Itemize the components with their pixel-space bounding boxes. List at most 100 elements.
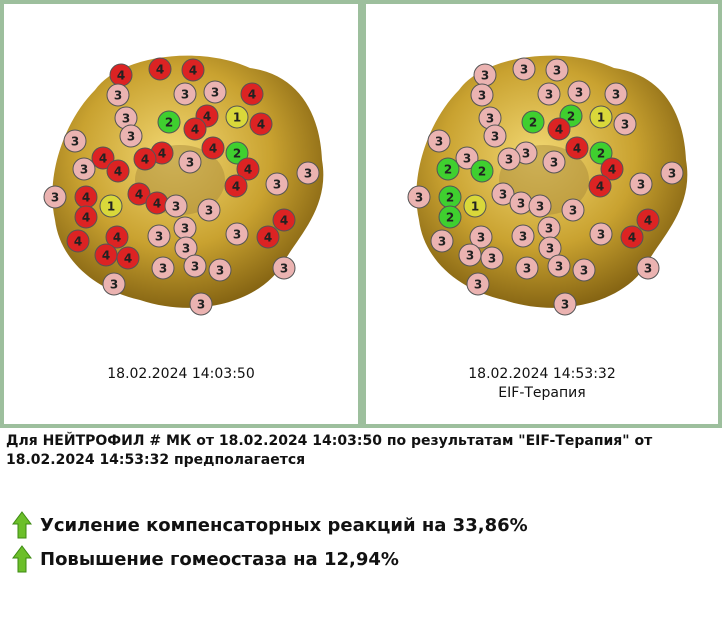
marker-value: 3 xyxy=(580,264,588,278)
marker-value: 3 xyxy=(575,86,583,100)
marker-value: 4 xyxy=(596,180,604,194)
marker xyxy=(106,83,130,107)
marker-value: 4 xyxy=(248,88,256,102)
marker xyxy=(604,82,628,106)
marker xyxy=(183,117,207,141)
marker xyxy=(296,161,320,185)
arrow-up xyxy=(12,511,32,539)
marker xyxy=(407,185,431,209)
marker-value: 3 xyxy=(478,89,486,103)
result-text: Усиление компенсаторных реакций на 33,86… xyxy=(40,514,528,536)
marker xyxy=(102,272,126,296)
marker-value: 4 xyxy=(209,142,217,156)
marker xyxy=(438,205,462,229)
marker xyxy=(511,224,535,248)
marker xyxy=(629,172,653,196)
marker-value: 4 xyxy=(264,231,272,245)
marker-value: 3 xyxy=(523,262,531,276)
marker-value: 3 xyxy=(273,178,281,192)
marker-value: 2 xyxy=(529,116,537,130)
marker xyxy=(660,161,684,185)
marker xyxy=(480,246,504,270)
marker-value: 3 xyxy=(80,163,88,177)
marker-value: 4 xyxy=(191,123,199,137)
marker-value: 3 xyxy=(280,262,288,276)
marker-value: 3 xyxy=(612,88,620,102)
marker-value: 4 xyxy=(573,142,581,156)
marker xyxy=(148,57,172,81)
marker-value: 4 xyxy=(244,163,252,177)
timestamp: 18.02.2024 14:53:32 xyxy=(468,366,616,382)
marker-value: 3 xyxy=(491,130,499,144)
marker xyxy=(225,222,249,246)
marker-value: 3 xyxy=(555,260,563,274)
marker xyxy=(74,205,98,229)
timestamp: 18.02.2024 14:03:50 xyxy=(107,366,255,382)
marker xyxy=(91,146,115,170)
marker-value: 2 xyxy=(165,116,173,130)
marker xyxy=(537,82,561,106)
marker-value: 3 xyxy=(304,167,312,181)
marker xyxy=(66,229,90,253)
marker-value: 2 xyxy=(446,211,454,225)
marker-value: 3 xyxy=(546,242,554,256)
marker-value: 3 xyxy=(155,230,163,244)
marker xyxy=(463,194,487,218)
marker-value: 3 xyxy=(545,222,553,236)
marker xyxy=(265,172,289,196)
marker xyxy=(249,112,273,136)
marker-value: 2 xyxy=(444,163,452,177)
marker-value: 3 xyxy=(182,242,190,256)
marker-value: 4 xyxy=(156,63,164,77)
marker-value: 4 xyxy=(257,118,265,132)
marker xyxy=(521,110,545,134)
marker-value: 3 xyxy=(545,88,553,102)
marker xyxy=(208,258,232,282)
marker-value: 3 xyxy=(561,298,569,312)
marker xyxy=(470,159,494,183)
marker xyxy=(181,58,205,82)
marker-value: 3 xyxy=(466,249,474,263)
marker-value: 3 xyxy=(51,191,59,205)
marker xyxy=(72,157,96,181)
marker xyxy=(147,224,171,248)
marker-value: 3 xyxy=(186,156,194,170)
marker-value: 3 xyxy=(550,156,558,170)
marker xyxy=(545,58,569,82)
marker-value: 3 xyxy=(517,197,525,211)
marker-value: 3 xyxy=(569,204,577,218)
marker xyxy=(620,225,644,249)
marker-value: 1 xyxy=(107,200,115,214)
marker xyxy=(589,222,613,246)
marker-value: 3 xyxy=(435,135,443,149)
marker xyxy=(553,292,577,316)
marker xyxy=(483,124,507,148)
marker-value: 3 xyxy=(438,235,446,249)
marker-value: 4 xyxy=(628,231,636,245)
marker-value: 3 xyxy=(474,278,482,292)
marker xyxy=(589,141,613,165)
result: Повышение гомеостаза на 12,94% xyxy=(12,545,399,573)
marker xyxy=(427,129,451,153)
marker-value: 3 xyxy=(415,191,423,205)
result: Усиление компенсаторных реакций на 33,86… xyxy=(12,511,528,539)
marker-value: 2 xyxy=(446,191,454,205)
marker-value: 3 xyxy=(499,188,507,202)
marker-value: 3 xyxy=(191,260,199,274)
marker-value: 3 xyxy=(122,112,130,126)
marker-value: 4 xyxy=(124,252,132,266)
marker xyxy=(63,129,87,153)
marker-value: 2 xyxy=(233,147,241,161)
label: EIF-Терапия xyxy=(498,385,586,401)
marker xyxy=(151,256,175,280)
marker xyxy=(466,272,490,296)
marker xyxy=(164,194,188,218)
marker-value: 3 xyxy=(520,63,528,77)
marker xyxy=(236,157,260,181)
marker-value: 4 xyxy=(644,214,652,228)
marker-value: 4 xyxy=(74,235,82,249)
marker xyxy=(240,82,264,106)
